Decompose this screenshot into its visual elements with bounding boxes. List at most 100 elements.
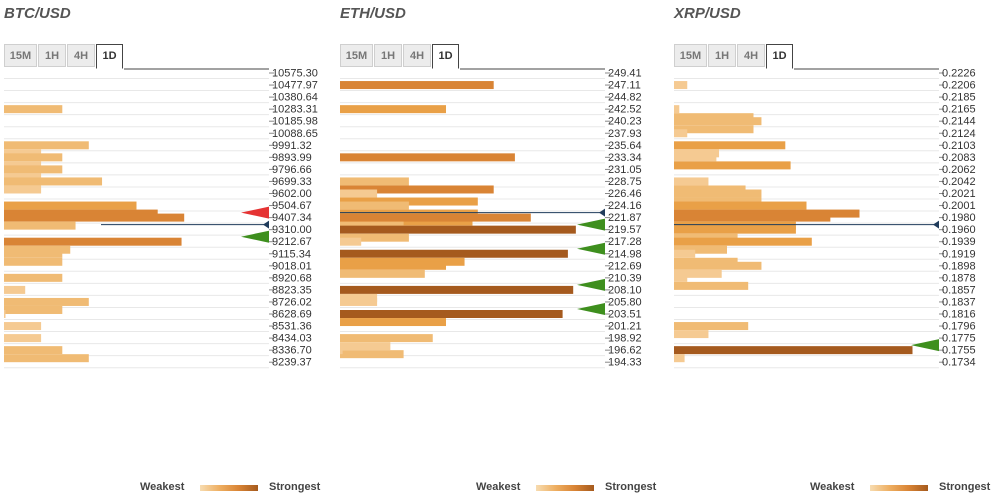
price-tick-label: 0.2103	[942, 140, 976, 152]
price-tick-label: 201.21	[608, 321, 642, 333]
price-tick-label: 0.2021	[942, 188, 976, 200]
price-tick-label: 10380.64	[272, 92, 318, 104]
confluence-bar	[674, 141, 786, 150]
strength-legend: Weakest Strongest	[340, 481, 665, 495]
price-tick-label: 9407.34	[272, 212, 312, 224]
price-tick-label: 221.87	[608, 212, 642, 224]
confluence-bar	[674, 161, 791, 170]
panel-title: XRP/USD	[674, 5, 741, 22]
confluence-bar	[674, 261, 762, 270]
confluence-bar	[340, 310, 563, 318]
price-tick-label: 244.82	[608, 92, 642, 104]
price-tick-label: 212.69	[608, 260, 642, 272]
confluence-chart: 249.41247.11244.82242.52240.23237.93235.…	[340, 68, 642, 369]
confluence-chart: 0.22260.22060.21850.21650.21440.21240.21…	[674, 68, 976, 369]
confluence-bar	[674, 354, 685, 363]
tab-1h[interactable]: 1H	[374, 44, 402, 67]
tab-15m[interactable]: 15M	[674, 44, 707, 67]
price-tick-label: 0.1898	[942, 260, 976, 272]
price-tick-label: 8628.69	[272, 309, 312, 321]
confluence-bar	[674, 125, 754, 134]
price-tick-label: 9893.99	[272, 152, 312, 164]
confluence-bar	[674, 273, 688, 282]
confluence-bar	[4, 177, 103, 186]
price-tick-label: 9212.67	[272, 236, 312, 248]
confluence-bar	[340, 285, 574, 294]
price-tick-label: 219.57	[608, 224, 642, 236]
price-tick-label: 203.51	[608, 309, 642, 321]
price-tick-label: 9018.01	[272, 260, 312, 272]
confluence-bar	[4, 185, 42, 194]
tab-15m[interactable]: 15M	[4, 44, 37, 67]
confluence-bar	[674, 213, 831, 222]
confluence-bar	[674, 81, 688, 90]
panel-xrp-usd: XRP/USD 15M 1H 4H 1D 0.2226 0.2206 0.2185 0.2165…	[674, 0, 1001, 501]
confluence-bar	[4, 165, 63, 174]
price-tick-label: 0.2001	[942, 200, 976, 212]
price-tick-label: 9115.34	[272, 248, 311, 260]
price-tick-label: 226.46	[608, 188, 642, 200]
tab-1d[interactable]: 1D	[96, 44, 123, 69]
tab-4h[interactable]: 4H	[737, 44, 765, 67]
price-tick-label: 0.1878	[942, 272, 976, 284]
price-tick-label: 0.1919	[942, 248, 976, 260]
tab-4h[interactable]: 4H	[403, 44, 431, 67]
tab-15m[interactable]: 15M	[340, 44, 373, 67]
tab-1d[interactable]: 1D	[766, 44, 793, 69]
confluence-bar	[674, 245, 727, 254]
confluence-bar	[340, 189, 378, 198]
price-tick-label: 0.1734	[942, 357, 976, 369]
confluence-bar	[340, 293, 378, 302]
signal-arrow	[577, 278, 605, 291]
confluence-bar	[4, 245, 71, 254]
price-tick-label: 233.34	[608, 152, 642, 164]
signal-arrow	[577, 242, 605, 255]
legend-gradient	[200, 485, 258, 491]
tab-1h[interactable]: 1H	[708, 44, 736, 67]
tab-4h[interactable]: 4H	[67, 44, 95, 67]
price-tick-label: 208.10	[608, 284, 642, 296]
confluence-bar	[340, 185, 494, 194]
confluence-bar	[674, 197, 762, 206]
strength-legend: Weakest Strongest	[4, 481, 329, 495]
confluence-bar	[340, 197, 478, 206]
price-tick-label: 198.92	[608, 333, 642, 345]
confluence-bar	[674, 257, 738, 266]
confluence-bar	[674, 221, 796, 230]
price-tick-label: 0.1816	[942, 309, 976, 321]
price-tick-label: 0.2062	[942, 164, 976, 176]
signal-arrow	[577, 303, 605, 315]
confluence-bar	[340, 201, 409, 210]
price-tick-label: 0.1960	[942, 224, 976, 236]
confluence-bar	[4, 153, 63, 162]
confluence-bar	[340, 342, 391, 351]
confluence-bar	[340, 269, 425, 278]
price-tick-label: 8726.02	[272, 296, 312, 308]
confluence-bar	[674, 281, 749, 290]
price-tick-label: 0.1837	[942, 296, 976, 308]
confluence-bar	[4, 237, 182, 246]
confluence-bar	[4, 354, 89, 363]
price-tick-label: 240.23	[608, 116, 642, 128]
price-tick-label: 196.62	[608, 345, 642, 357]
price-tick-label: 8920.68	[272, 272, 312, 284]
confluence-bar	[674, 233, 738, 242]
price-tick-label: 8336.70	[272, 345, 312, 357]
confluence-bar	[4, 334, 42, 343]
tab-1h[interactable]: 1H	[38, 44, 66, 67]
legend-gradient	[870, 485, 928, 491]
price-tick-label: 8434.03	[272, 333, 312, 345]
legend-weakest-label: Weakest	[140, 481, 185, 493]
confluence-bar	[340, 346, 343, 355]
price-tick-label: 235.64	[608, 140, 642, 152]
confluence-bar	[340, 261, 446, 270]
price-tick-label: 0.2165	[942, 104, 976, 116]
price-tick-label: 224.16	[608, 200, 642, 212]
price-tick-label: 9504.67	[272, 200, 312, 212]
price-tick-label: 9991.32	[272, 140, 312, 152]
price-tick-label: 228.75	[608, 176, 642, 188]
confluence-bar	[4, 322, 42, 331]
confluence-bar	[674, 105, 680, 114]
tab-1d[interactable]: 1D	[432, 44, 459, 69]
confluence-bar	[340, 249, 568, 258]
